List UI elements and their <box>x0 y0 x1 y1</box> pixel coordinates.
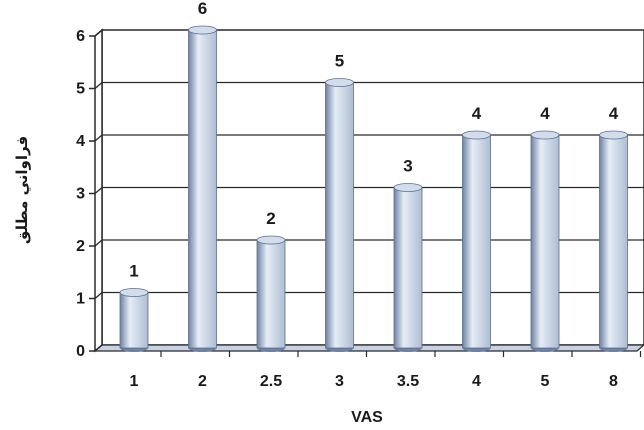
grid-layer <box>93 28 644 353</box>
bar-body <box>462 134 491 349</box>
y-axis-title: فراواني مطلق <box>13 136 31 244</box>
x-tick-label: 3.5 <box>397 373 419 390</box>
y-tick-label: 1 <box>76 291 85 308</box>
data-label: 1 <box>129 262 138 281</box>
plot-floor <box>93 344 644 352</box>
x-tick-label: 2.5 <box>260 373 282 390</box>
y-tick-label: 5 <box>76 81 85 98</box>
y-tick-label: 0 <box>76 343 85 360</box>
bar <box>393 183 423 352</box>
bar-body <box>530 134 560 349</box>
bar <box>256 235 286 352</box>
bar-cap <box>119 288 149 297</box>
x-tick-label: 2 <box>198 373 207 390</box>
gridline-depth <box>94 29 103 37</box>
gridline-depth <box>94 134 103 142</box>
gridline-depth <box>94 292 103 299</box>
data-label: 2 <box>266 209 275 228</box>
bar <box>599 130 628 352</box>
y-tick-label: 3 <box>76 186 85 203</box>
bar-body <box>256 239 286 349</box>
gridline-depth <box>94 187 103 194</box>
y-tick-label: 2 <box>76 238 85 255</box>
y-tick-label: 4 <box>76 133 85 150</box>
bar-cap <box>325 78 354 87</box>
x-tick-label: 3 <box>335 373 344 390</box>
bar <box>188 25 217 352</box>
data-label: 4 <box>540 104 550 123</box>
x-axis-ticks: 1 2 2.5 3 3.5 4 5 8 <box>130 351 642 390</box>
bar-body <box>325 82 354 349</box>
data-label: 4 <box>609 104 619 123</box>
bar <box>530 130 560 352</box>
bar <box>325 78 354 352</box>
bar-body <box>393 187 423 349</box>
bar-cap <box>530 130 560 140</box>
bar-cap <box>393 183 423 192</box>
bars <box>119 25 628 352</box>
gridline-depth <box>94 239 103 247</box>
y-tick-label: 6 <box>76 28 85 45</box>
bar-cap <box>462 130 491 140</box>
data-label: 4 <box>472 104 482 123</box>
bar-cap <box>256 235 286 245</box>
y-axis-ticks: 0 1 2 3 4 5 6 <box>76 28 95 360</box>
bar-body <box>188 29 217 349</box>
x-tick-label: 1 <box>130 373 139 390</box>
bar-body <box>119 292 149 349</box>
data-label: 5 <box>335 52 344 71</box>
data-label: 3 <box>403 157 412 176</box>
bar-cap <box>188 25 217 35</box>
data-labels: 1 6 2 5 3 4 4 4 <box>129 0 619 281</box>
bar <box>119 288 149 352</box>
bar-cap <box>599 130 628 140</box>
bar-body <box>599 134 628 349</box>
x-tick-label: 4 <box>472 373 481 390</box>
gridline-depth <box>94 82 103 89</box>
gridline-depth <box>94 344 103 352</box>
data-label: 6 <box>198 0 207 18</box>
x-tick-label: 8 <box>609 373 618 390</box>
x-axis-title: VAS <box>351 409 383 426</box>
bar <box>462 130 491 352</box>
x-tick-label: 5 <box>541 373 550 390</box>
